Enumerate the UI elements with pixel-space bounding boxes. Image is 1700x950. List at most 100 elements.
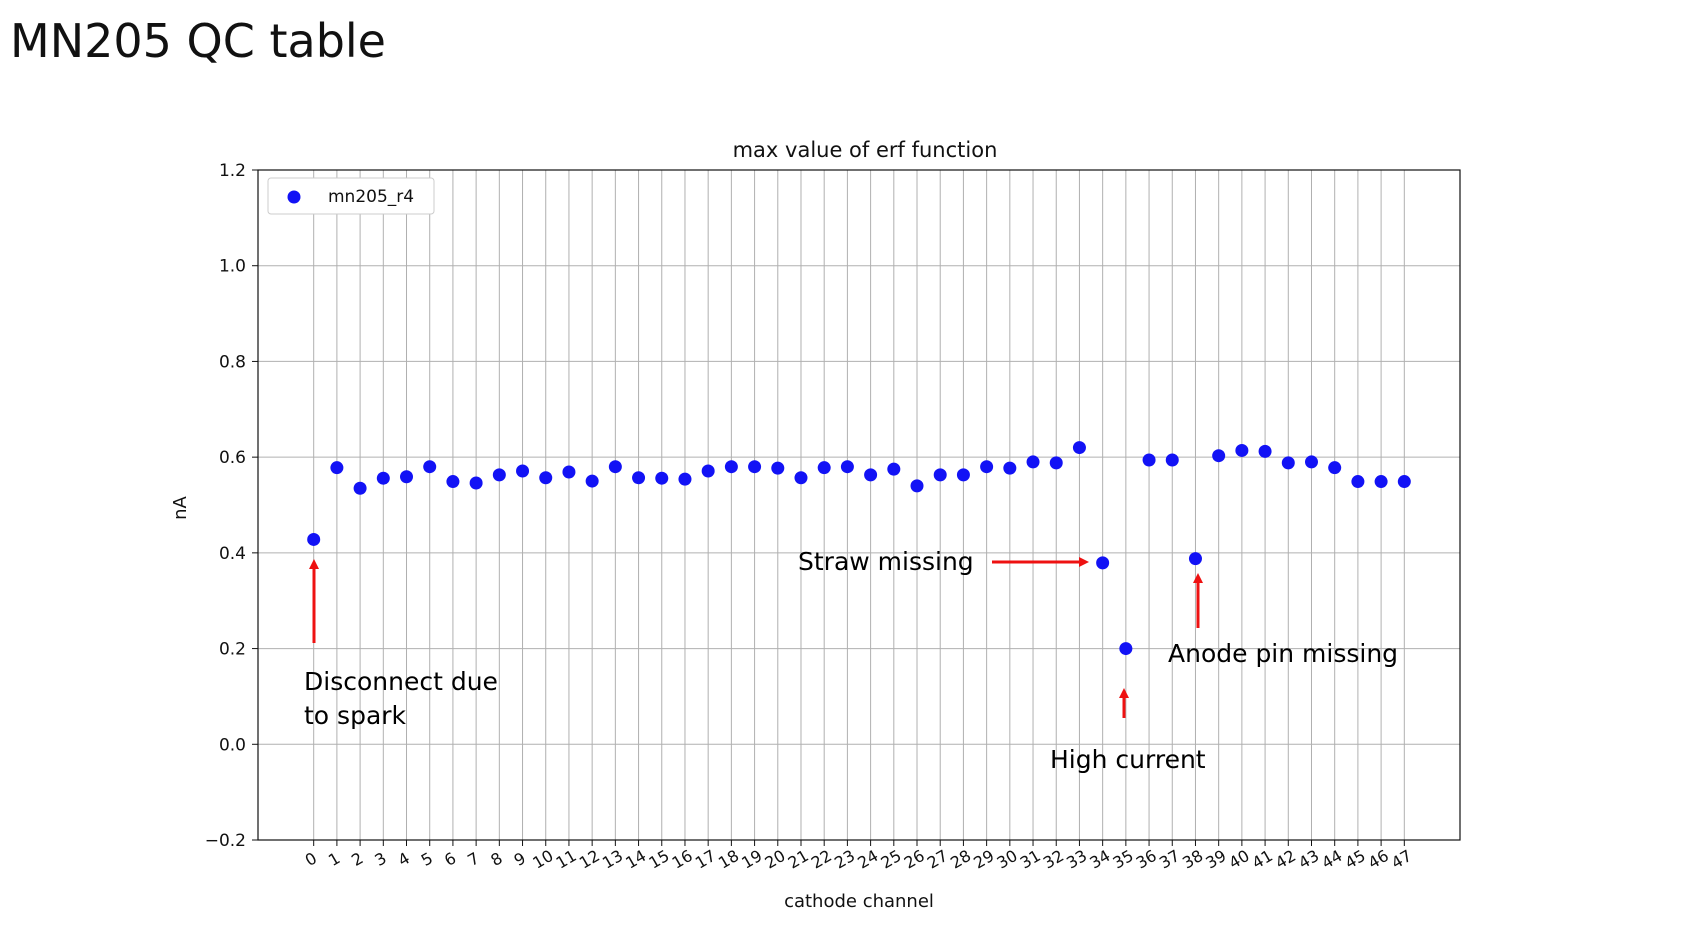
x-tick-label: 19	[738, 846, 765, 873]
data-point	[980, 460, 994, 474]
x-tick-label: 27	[924, 846, 951, 873]
data-point	[632, 471, 646, 485]
data-point	[330, 461, 344, 475]
x-tick-label: 34	[1086, 846, 1113, 873]
x-tick-label: 43	[1295, 846, 1322, 873]
annotation-straw-line1: Straw missing	[798, 547, 974, 576]
x-tick-label: 7	[464, 848, 482, 870]
x-tick-label: 42	[1272, 846, 1299, 873]
data-point	[1212, 449, 1226, 463]
data-point	[701, 464, 715, 478]
x-tick-label: 37	[1156, 846, 1183, 873]
x-tick-label: 17	[692, 846, 719, 873]
data-point	[840, 460, 854, 474]
x-tick-label: 35	[1110, 846, 1137, 873]
x-tick-label: 41	[1249, 846, 1276, 873]
x-tick-label: 38	[1179, 846, 1206, 873]
x-tick-label: 32	[1040, 846, 1067, 873]
x-tick-label: 23	[831, 846, 858, 873]
data-point	[1165, 453, 1179, 467]
y-tick-label: 0.0	[219, 735, 246, 755]
x-tick-label: 18	[715, 846, 742, 873]
data-point	[748, 460, 762, 474]
annotation-spark-line1: Disconnect due	[304, 667, 498, 696]
x-tick-label: 0	[302, 848, 320, 870]
x-tick-label: 1	[325, 848, 343, 870]
x-tick-label: 14	[622, 846, 649, 873]
y-tick-label: −0.2	[205, 831, 246, 851]
data-point	[1258, 444, 1272, 458]
legend-label: mn205_r4	[328, 187, 414, 207]
data-point	[307, 532, 321, 546]
data-point	[1351, 475, 1365, 489]
annotation-anode: Anode pin missing	[1168, 637, 1398, 671]
x-tick-label: 24	[854, 846, 881, 873]
data-point	[1003, 461, 1017, 475]
data-point	[678, 472, 692, 486]
x-tick-label: 26	[901, 846, 928, 873]
data-point	[1281, 456, 1295, 470]
x-tick-label: 44	[1318, 846, 1345, 873]
data-point	[864, 468, 878, 482]
x-tick-label: 39	[1202, 846, 1229, 873]
x-tick-label: 8	[487, 848, 505, 870]
x-tick-label: 40	[1226, 846, 1253, 873]
data-point	[469, 476, 483, 490]
data-point	[1026, 455, 1040, 469]
annotation-current-line1: High current	[1050, 745, 1206, 774]
chart-title: max value of erf function	[733, 138, 998, 162]
x-tick-label: 47	[1388, 846, 1415, 873]
annotation-current: High current	[1050, 743, 1206, 777]
grid-lines	[258, 169, 1460, 841]
x-tick-label: 16	[669, 846, 696, 873]
x-tick-label: 33	[1063, 846, 1090, 873]
data-point	[585, 474, 599, 488]
x-tick-label: 6	[441, 848, 459, 870]
x-tick-label: 22	[808, 846, 835, 873]
y-tick-label: 0.6	[219, 448, 246, 468]
data-point	[933, 468, 947, 482]
data-point	[400, 470, 414, 484]
x-tick-label: 36	[1133, 846, 1160, 873]
data-point	[887, 462, 901, 476]
data-point	[1142, 453, 1156, 467]
x-tick-label: 25	[877, 846, 904, 873]
data-point	[794, 471, 808, 485]
page-title: MN205 QC table	[10, 14, 386, 68]
data-point	[655, 471, 669, 485]
legend-marker	[287, 190, 301, 204]
data-point	[539, 471, 553, 485]
x-tick-label: 12	[576, 846, 603, 873]
y-tick-label: 1.2	[219, 161, 246, 181]
x-tick-label: 46	[1365, 846, 1392, 873]
x-tick-label: 11	[553, 846, 580, 873]
y-tick-label: 0.2	[219, 640, 246, 660]
data-point	[423, 460, 437, 474]
data-point	[562, 465, 576, 479]
data-point	[771, 461, 785, 475]
y-tick-label: 1.0	[219, 257, 246, 277]
x-tick-label: 29	[970, 846, 997, 873]
data-point	[353, 481, 367, 495]
data-point	[492, 468, 506, 482]
x-tick-label: 20	[761, 846, 788, 873]
x-tick-label: 21	[785, 846, 812, 873]
data-point	[446, 475, 460, 489]
data-points	[307, 441, 1411, 656]
data-point	[956, 468, 970, 482]
annotation-arrows	[309, 557, 1203, 718]
annotation-spark-line2: to spark	[304, 701, 407, 730]
x-tick-label: 31	[1017, 846, 1044, 873]
data-point	[724, 460, 738, 474]
x-axis-ticks: 0 1 2 3 4 5 6 7 8 9 101112131415161718192021222324…	[302, 840, 1415, 873]
legend-box	[267, 177, 435, 215]
annotation-spark: Disconnect due to spark	[304, 665, 498, 733]
data-point	[1096, 556, 1110, 570]
data-point	[1049, 456, 1063, 470]
x-tick-label: 10	[529, 846, 556, 873]
x-tick-label: 9	[511, 848, 529, 870]
plot-frame	[257, 169, 1461, 841]
y-tick-label: 0.8	[219, 352, 246, 372]
x-tick-label: 15	[645, 846, 672, 873]
